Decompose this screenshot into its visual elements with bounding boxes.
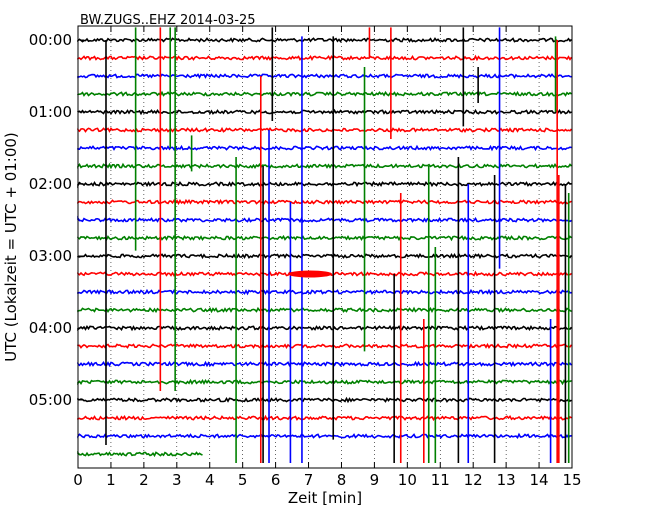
chart-title: BW.ZUGS..EHZ 2014-03-25 <box>80 13 256 28</box>
x-tick-label: 3 <box>172 471 182 489</box>
trace-line <box>77 198 572 206</box>
y-tick-label: 05:00 <box>29 391 72 409</box>
x-tick-label: 4 <box>205 471 215 489</box>
plot-frame <box>77 25 573 469</box>
x-tick-label: 12 <box>464 471 483 489</box>
trace-line <box>77 90 572 98</box>
x-tick-label: 1 <box>106 471 116 489</box>
y-tick-label: 02:00 <box>29 175 72 193</box>
trace-line <box>77 342 573 350</box>
grid-lines <box>110 26 540 468</box>
x-tick-label: 9 <box>370 471 380 489</box>
trace-line <box>77 414 572 422</box>
x-tick-label: 15 <box>562 471 581 489</box>
x-tick-label: 14 <box>530 471 549 489</box>
x-axis: 0 1 2 3 4 5 6 7 8 9 10 11 12 13 14 15 <box>73 26 582 489</box>
trace-line <box>77 306 572 314</box>
trace-line <box>77 396 572 404</box>
trace-line <box>77 162 573 170</box>
x-tick-label: 10 <box>398 471 417 489</box>
trace-line <box>77 108 572 116</box>
trace-line <box>77 54 573 62</box>
trace-line <box>77 144 572 152</box>
trace-line <box>77 126 573 133</box>
y-tick-label: 04:00 <box>29 319 72 337</box>
x-axis-label: Zeit [min] <box>288 489 362 507</box>
trace-group <box>77 37 573 458</box>
trace-line <box>77 234 572 242</box>
x-tick-label: 11 <box>431 471 450 489</box>
x-tick-label: 13 <box>497 471 516 489</box>
trace-line <box>77 378 572 386</box>
trace-line <box>77 215 572 224</box>
trace-line <box>77 180 572 189</box>
trace-line <box>77 360 573 368</box>
trace-line <box>77 37 573 44</box>
x-tick-label: 6 <box>271 471 281 489</box>
y-axis: 00:00 01:00 02:00 03:00 04:00 05:00 <box>29 31 84 409</box>
trace-line <box>77 432 572 439</box>
y-tick-label: 01:00 <box>29 103 72 121</box>
x-tick-label: 7 <box>304 471 314 489</box>
event-burst <box>288 270 333 278</box>
trace-line <box>77 252 573 260</box>
y-tick-label: 00:00 <box>29 31 72 49</box>
trace-line <box>77 73 572 80</box>
trace-line <box>77 288 572 296</box>
trace-line <box>77 450 203 458</box>
x-tick-label: 8 <box>337 471 347 489</box>
y-tick-label: 03:00 <box>29 247 72 265</box>
trace-line <box>77 324 573 332</box>
y-axis-label: UTC (Lokalzeit = UTC + 01:00) <box>2 132 20 362</box>
x-tick-label: 2 <box>139 471 149 489</box>
x-tick-label: 5 <box>238 471 248 489</box>
event-group <box>105 27 570 463</box>
x-tick-label: 0 <box>73 471 83 489</box>
